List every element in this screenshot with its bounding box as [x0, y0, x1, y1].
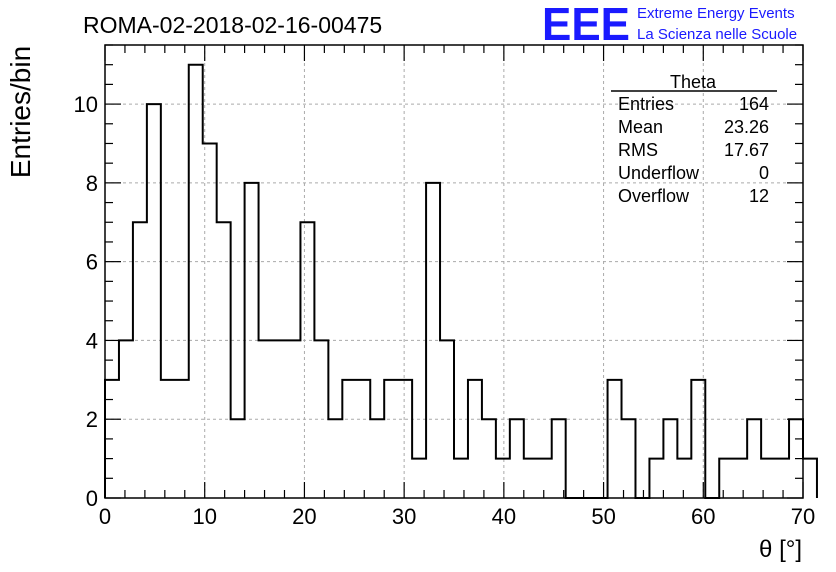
chart-title: ROMA-02-2018-02-16-00475: [83, 12, 382, 38]
x-tick-label-6: 60: [691, 504, 715, 529]
stats-value-underflow: 0: [759, 163, 769, 183]
stats-label-entries: Entries: [618, 94, 674, 114]
stats-box: Theta Entries 164 Mean 23.26 RMS 17.67 U…: [611, 72, 777, 206]
logo-line-1: Extreme Energy Events: [637, 5, 795, 22]
stats-label-rms: RMS: [618, 140, 658, 160]
stats-value-overflow: 12: [749, 186, 769, 206]
x-tick-label-3: 30: [392, 504, 416, 529]
x-tick-label-4: 40: [492, 504, 516, 529]
stats-value-entries: 164: [739, 94, 769, 114]
stats-label-underflow: Underflow: [618, 163, 700, 183]
x-axis-label: θ [°]: [759, 536, 802, 563]
axis-ticks: [104, 44, 804, 499]
stats-value-mean: 23.26: [724, 117, 769, 137]
stats-label-overflow: Overflow: [618, 186, 690, 206]
y-tick-label-3: 6: [86, 250, 98, 275]
y-tick-label-4: 8: [86, 171, 98, 196]
x-tick-label-1: 10: [192, 504, 216, 529]
y-tick-label-1: 2: [86, 407, 98, 432]
x-tick-label-7: 70: [791, 504, 815, 529]
logo-mark: EEE: [542, 0, 630, 50]
stats-title: Theta: [670, 72, 717, 92]
x-tick-label-2: 20: [292, 504, 316, 529]
histogram-series: [104, 63, 818, 499]
x-tick-label-0: 0: [99, 504, 111, 529]
x-tick-labels: 0 10 20 30 40 50 60 70: [99, 504, 815, 529]
y-tick-label-0: 0: [86, 486, 98, 511]
y-tick-label-2: 4: [86, 328, 98, 353]
plot-frame: [104, 44, 804, 499]
stats-value-rms: 17.67: [724, 140, 769, 160]
logo: EEE Extreme Energy Events La Scienza nel…: [542, 0, 797, 50]
logo-line-2: La Scienza nelle Scuole: [637, 26, 797, 43]
y-tick-labels: 0 2 4 6 8 10: [74, 92, 98, 511]
x-tick-label-5: 50: [591, 504, 615, 529]
y-tick-label-5: 10: [74, 92, 98, 117]
y-axis-label: Entries/bin: [5, 46, 36, 178]
stats-label-mean: Mean: [618, 117, 663, 137]
